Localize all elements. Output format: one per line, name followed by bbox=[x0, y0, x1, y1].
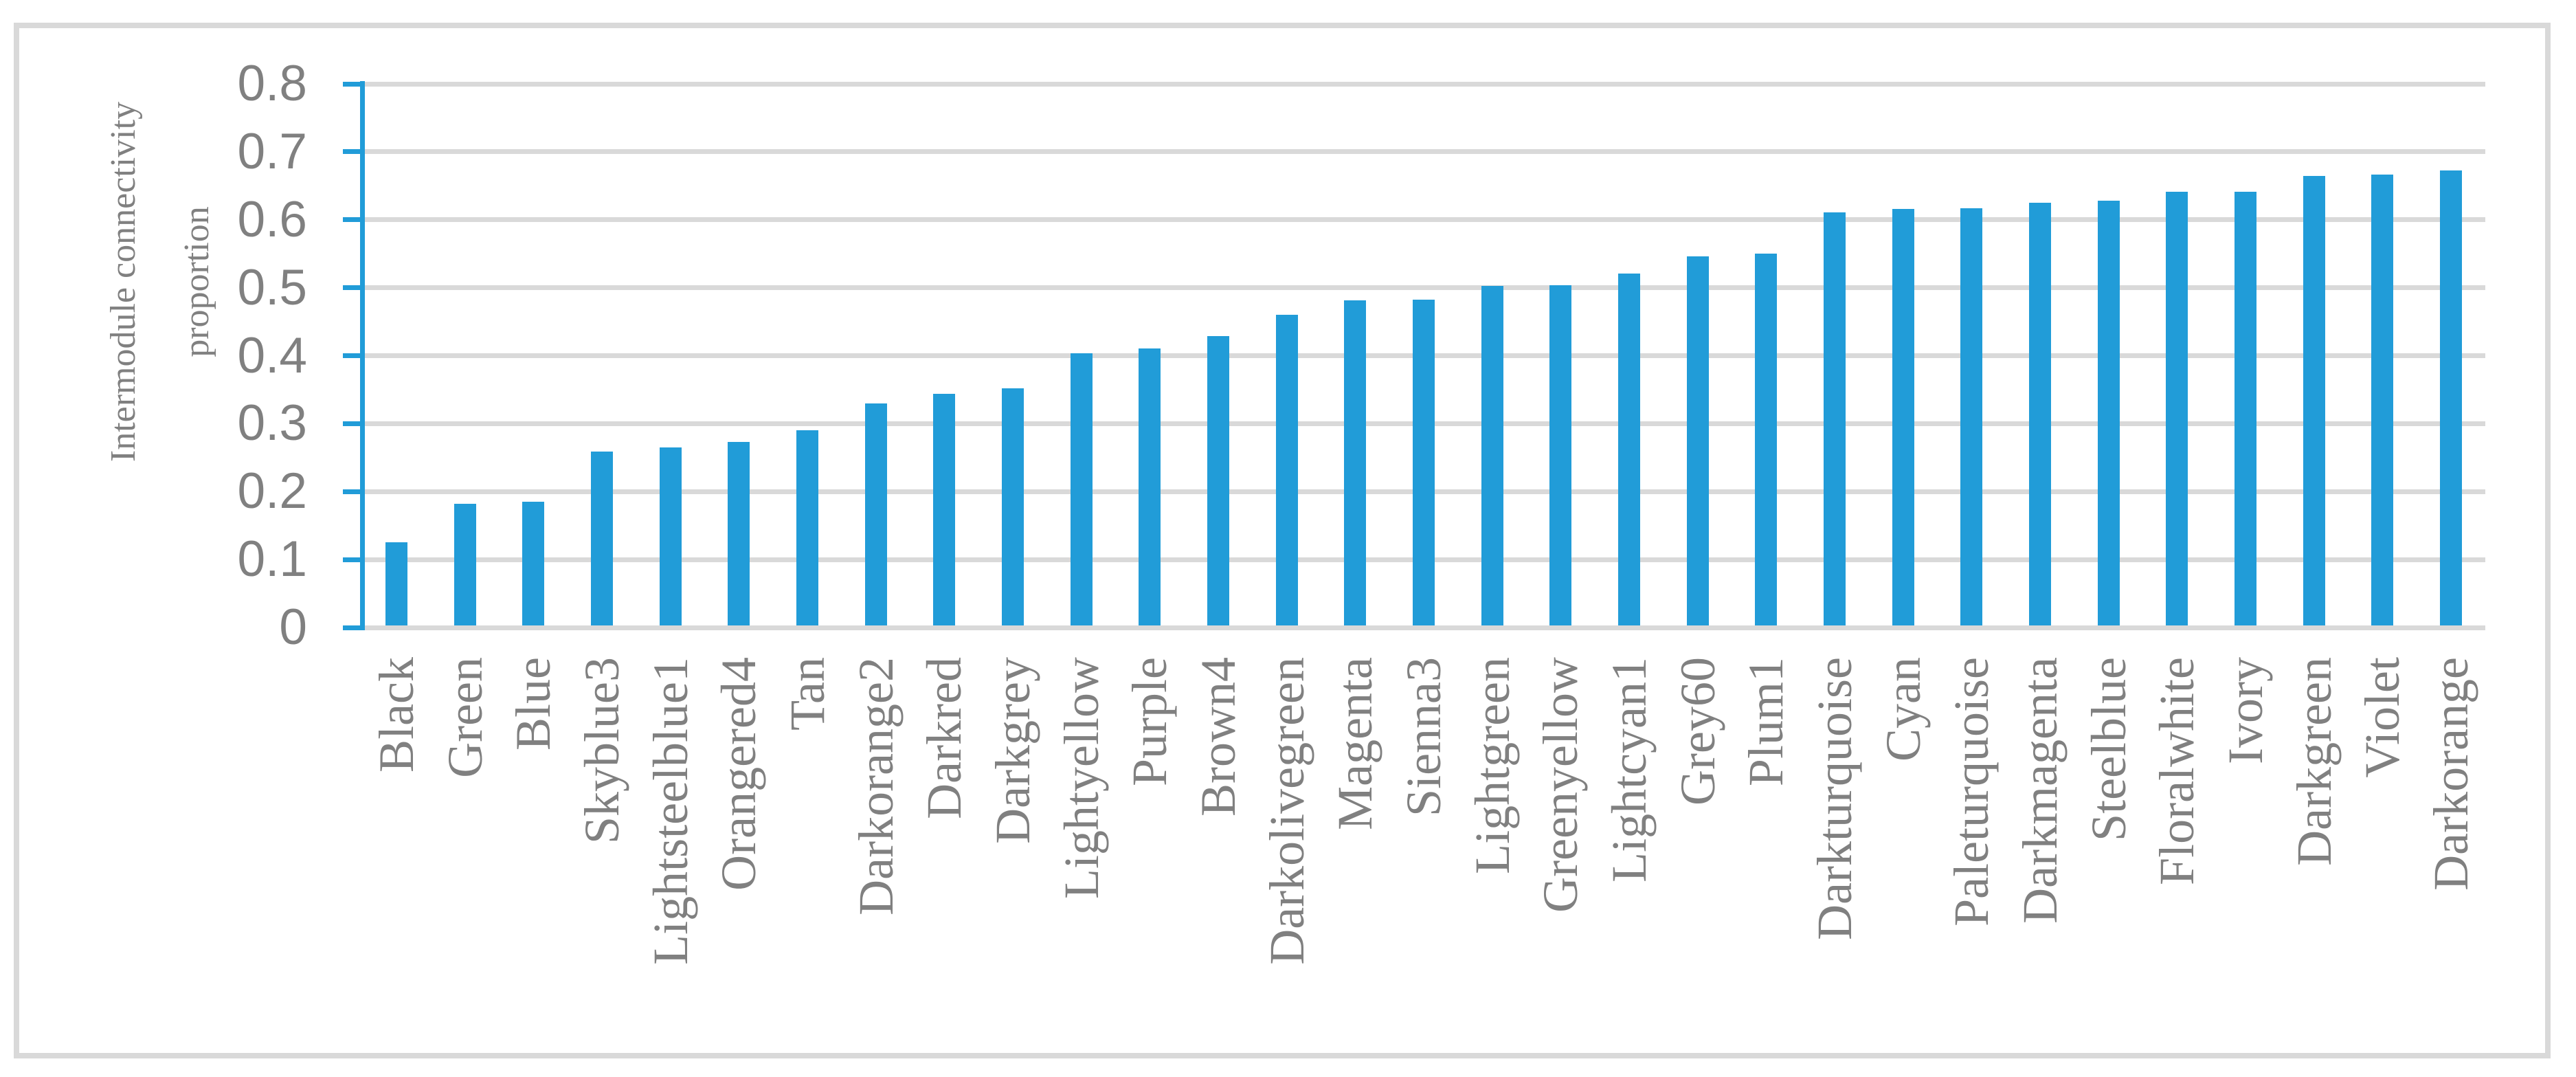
y-axis-title-line2: proportion bbox=[177, 206, 216, 357]
y-axis-title: Intermodule connectivity proportion bbox=[87, 102, 234, 462]
chart-frame bbox=[14, 23, 2551, 1058]
y-axis-title-line1: Intermodule connectivity bbox=[104, 101, 143, 463]
